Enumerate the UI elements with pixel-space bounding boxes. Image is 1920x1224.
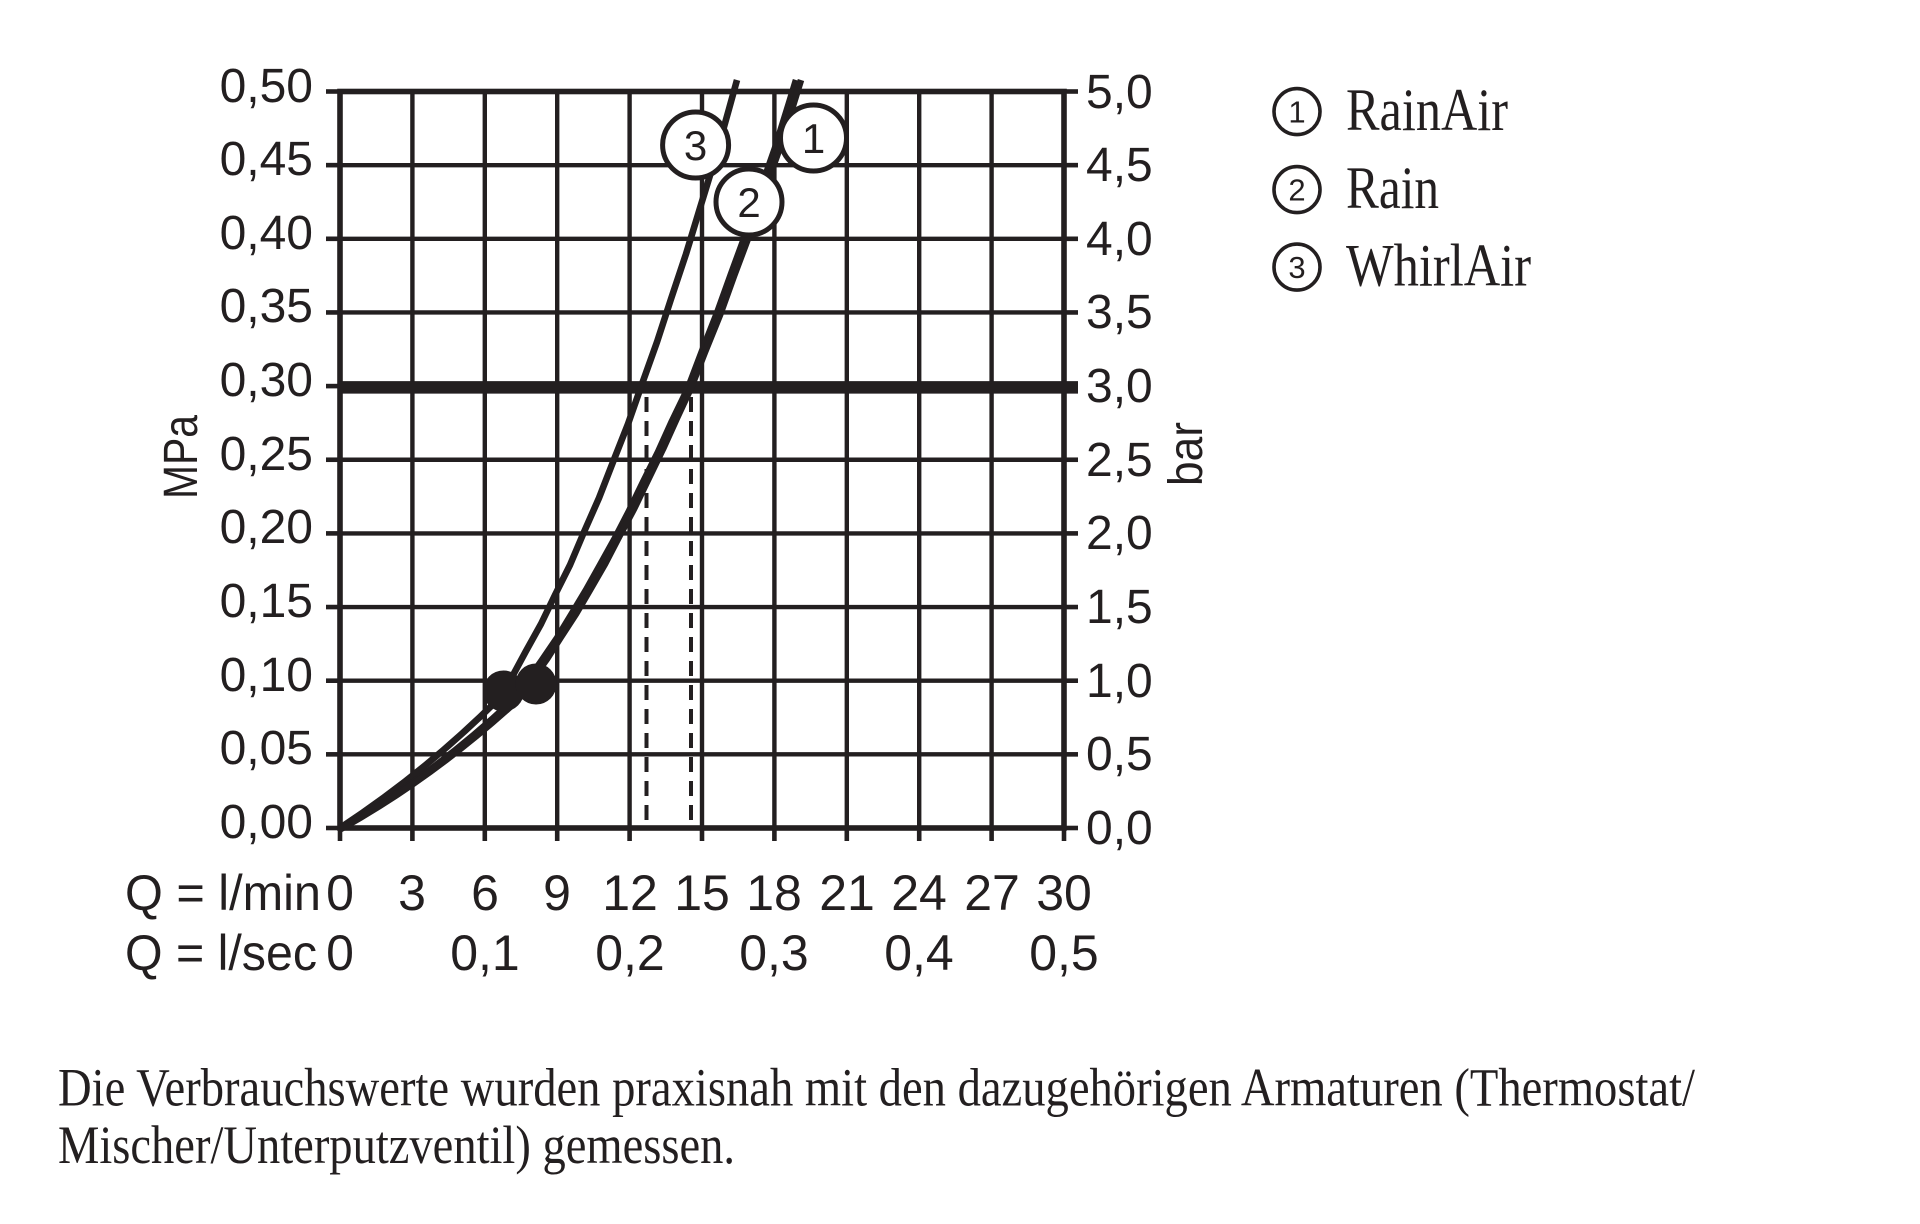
svg-text:Mischer/Unterputzventil) gemes: Mischer/Unterputzventil) gemessen. xyxy=(58,1115,735,1175)
svg-text:30: 30 xyxy=(1036,865,1092,921)
svg-text:3: 3 xyxy=(684,122,707,169)
svg-text:0,05: 0,05 xyxy=(220,722,313,775)
svg-text:2,5: 2,5 xyxy=(1086,434,1153,487)
svg-text:3,5: 3,5 xyxy=(1086,286,1153,339)
svg-text:3,0: 3,0 xyxy=(1086,360,1153,413)
svg-text:2: 2 xyxy=(1288,173,1305,208)
svg-text:2: 2 xyxy=(737,179,760,226)
svg-text:0,35: 0,35 xyxy=(220,280,313,333)
svg-text:2,0: 2,0 xyxy=(1086,507,1153,560)
svg-text:Q = l/min: Q = l/min xyxy=(125,865,321,921)
svg-text:Q = l/sec: Q = l/sec xyxy=(125,925,317,981)
svg-text:27: 27 xyxy=(964,865,1020,921)
svg-text:0,2: 0,2 xyxy=(595,925,665,981)
svg-text:0,5: 0,5 xyxy=(1029,925,1099,981)
svg-text:0,25: 0,25 xyxy=(220,428,313,481)
svg-text:1,5: 1,5 xyxy=(1086,581,1153,634)
svg-text:21: 21 xyxy=(819,865,875,921)
svg-text:0: 0 xyxy=(326,925,354,981)
svg-text:0: 0 xyxy=(326,865,354,921)
svg-text:18: 18 xyxy=(746,865,802,921)
svg-text:Die Verbrauchswerte wurden pra: Die Verbrauchswerte wurden praxisnah mit… xyxy=(58,1058,1695,1118)
svg-text:0,20: 0,20 xyxy=(220,501,313,554)
svg-text:0,3: 0,3 xyxy=(739,925,809,981)
svg-text:Rain: Rain xyxy=(1346,155,1439,221)
svg-text:1: 1 xyxy=(802,115,825,162)
svg-text:6: 6 xyxy=(471,865,499,921)
svg-text:0,4: 0,4 xyxy=(884,925,954,981)
svg-text:0,45: 0,45 xyxy=(220,133,313,186)
svg-text:bar: bar xyxy=(1160,422,1213,486)
svg-text:0,40: 0,40 xyxy=(220,207,313,260)
svg-text:15: 15 xyxy=(674,865,730,921)
svg-text:1,0: 1,0 xyxy=(1086,655,1153,708)
svg-text:0,5: 0,5 xyxy=(1086,728,1153,781)
svg-text:3: 3 xyxy=(398,865,426,921)
svg-text:0,50: 0,50 xyxy=(220,60,313,113)
svg-text:WhirlAir: WhirlAir xyxy=(1346,233,1531,299)
svg-text:12: 12 xyxy=(602,865,658,921)
svg-text:3: 3 xyxy=(1288,250,1305,285)
svg-text:4,0: 4,0 xyxy=(1086,213,1153,266)
svg-text:0,1: 0,1 xyxy=(450,925,520,981)
svg-text:0,00: 0,00 xyxy=(220,796,313,849)
svg-text:MPa: MPa xyxy=(155,415,208,499)
svg-text:5,0: 5,0 xyxy=(1086,66,1153,119)
svg-text:RainAir: RainAir xyxy=(1346,77,1508,143)
svg-text:1: 1 xyxy=(1288,95,1305,130)
svg-text:9: 9 xyxy=(543,865,571,921)
svg-text:0,0: 0,0 xyxy=(1086,802,1153,855)
svg-text:0,30: 0,30 xyxy=(220,354,313,407)
svg-text:0,10: 0,10 xyxy=(220,649,313,702)
svg-text:0,15: 0,15 xyxy=(220,575,313,628)
svg-text:24: 24 xyxy=(891,865,947,921)
svg-text:4,5: 4,5 xyxy=(1086,139,1153,192)
